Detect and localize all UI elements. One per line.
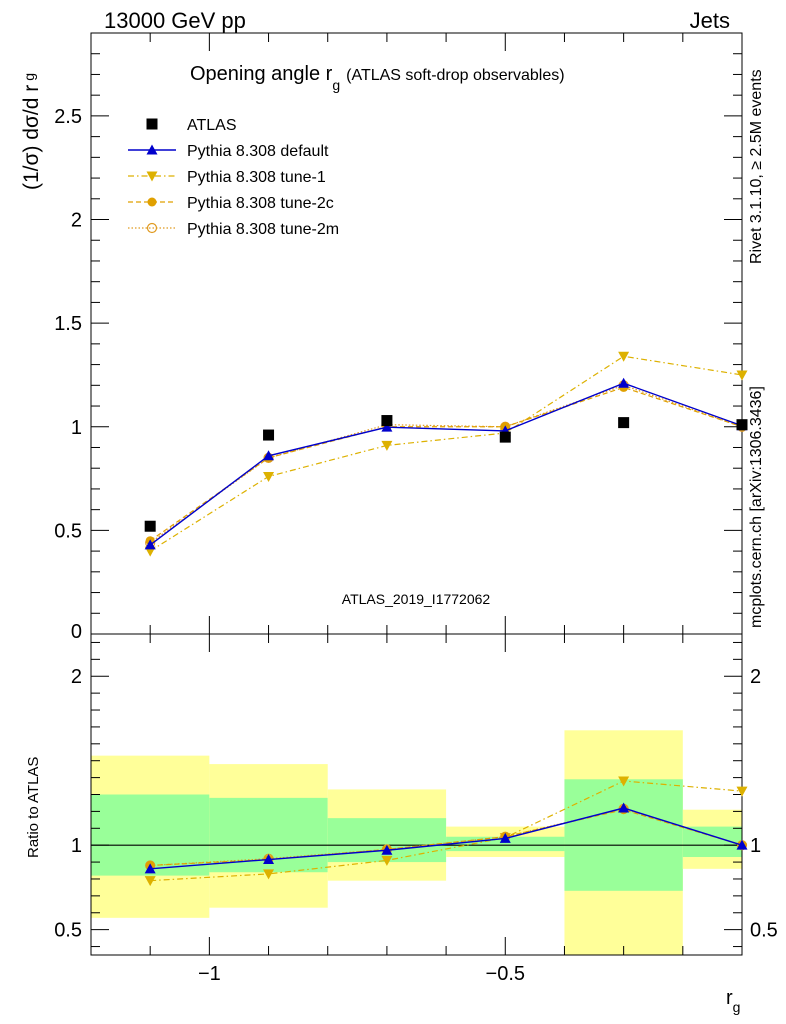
legend-marker (146, 171, 158, 182)
ratio-band-inner (564, 779, 683, 891)
top-ytick-label: 0.5 (54, 520, 82, 542)
top-line-default (149, 382, 743, 546)
top-series-tune2m (145, 380, 748, 548)
top-ytick-label: 2.5 (54, 106, 82, 128)
axis-ticks (90, 33, 743, 955)
legend-marker (146, 118, 158, 130)
top-ytick-label: 2 (71, 210, 82, 232)
side-label-mcplots: mcplots.cern.ch [arXiv:1306.3436] (748, 386, 765, 628)
top-ytick-label: 1.5 (54, 313, 82, 335)
ratio-series-default (144, 802, 748, 874)
watermark: ATLAS_2019_I1772062 (342, 591, 491, 607)
ratio-ytick-label: 2 (71, 666, 82, 688)
xlabel-subscript: g (733, 999, 741, 1015)
top-point-data (263, 429, 275, 441)
ratio-line-tune1 (150, 780, 743, 882)
top-point-tune1 (381, 440, 393, 451)
ratio-series-tune1 (144, 776, 748, 887)
ratio-ytick-label-right: 1 (750, 835, 761, 857)
chart-marks: 0.5 1 1.5 2 2.5 0 0.5 0.5 1 1 2 2 −1 −0.5 ATLAS Pythia … (54, 32, 778, 985)
legend: ATLAS Pythia 8.308 default Pythia 8.308 tu… (128, 117, 339, 238)
top-series-default (144, 377, 748, 550)
top-ytick-label-zero: 0 (71, 621, 82, 643)
top-point-data (381, 415, 393, 427)
ratio-line-tune2m (150, 808, 743, 867)
xtick-label: −1 (198, 963, 221, 985)
top-point-default (263, 450, 275, 461)
top-line-tune2m (149, 384, 743, 544)
legend-label: Pythia 8.308 tune-1 (187, 169, 326, 186)
legend-label: Pythia 8.308 tune-2c (187, 195, 334, 212)
ratio-point-default (736, 839, 748, 850)
ratio-point-default (263, 854, 275, 865)
top-point-data (499, 431, 511, 443)
ratio-point-default (499, 832, 511, 843)
top-point-data (736, 419, 748, 431)
ratio-point-tune1 (381, 855, 393, 866)
legend-label: Pythia 8.308 default (187, 143, 329, 160)
legend-marker (146, 144, 158, 155)
xlabel-text: r (726, 987, 733, 1009)
top-series-tune1 (144, 351, 748, 557)
legend-item-tune1: Pythia 8.308 tune-1 (128, 169, 326, 186)
top-point-data (144, 520, 156, 532)
ratio-point-default (618, 802, 630, 813)
header-left: 13000 GeV pp (104, 8, 246, 33)
top-point-tune1 (618, 351, 630, 362)
top-line-tune2c (149, 386, 743, 542)
legend-label: ATLAS (187, 117, 237, 134)
legend-item-default: Pythia 8.308 default (128, 143, 329, 160)
xtick-label: −0.5 (486, 963, 525, 985)
ratio-point-default (144, 863, 156, 874)
ratio-ytick-label: 1 (71, 835, 82, 857)
ratio-point-tune1 (144, 876, 156, 887)
ratio-band-inner (327, 818, 447, 863)
top-ylabel: (1/σ) dσ/d r g (20, 73, 43, 190)
top-ytick-label: 1 (71, 417, 82, 439)
top-ylabel-text: (1/σ) dσ/d r (20, 85, 43, 190)
top-ylabel-subscript: g (21, 73, 37, 81)
legend-item-data: ATLAS (146, 117, 237, 134)
ratio-ytick-label-right: 0.5 (750, 920, 778, 942)
top-point-tune1 (263, 471, 275, 482)
main-title-subscript: g (332, 77, 340, 93)
top-series-data (144, 415, 748, 532)
top-point-default (618, 377, 630, 388)
legend-marker (146, 222, 158, 234)
ratio-point-tune1 (263, 869, 275, 880)
legend-item-tune2c: Pythia 8.308 tune-2c (128, 195, 334, 212)
ratio-bands (91, 730, 742, 955)
legend-marker (147, 197, 157, 207)
main-title-text: Opening angle r (190, 63, 333, 85)
top-point-data (618, 417, 630, 429)
ratio-ytick-label: 0.5 (54, 920, 82, 942)
ratio-ytick-label-right: 2 (750, 666, 761, 688)
ratio-point-tune1 (736, 786, 748, 797)
main-title: Opening angle rg (ATLAS soft-drop observa… (190, 63, 565, 93)
header-right: Jets (690, 8, 730, 33)
ratio-line-default (150, 807, 743, 870)
xlabel: rg (726, 987, 740, 1015)
top-point-default (144, 539, 156, 550)
top-line-tune1 (149, 355, 743, 552)
top-point-tune1 (736, 370, 748, 381)
legend-label: Pythia 8.308 tune-2m (187, 221, 339, 238)
ratio-ylabel: Ratio to ATLAS (25, 757, 42, 858)
top-point-default (381, 421, 393, 432)
legend-item-tune2m: Pythia 8.308 tune-2m (128, 221, 339, 238)
main-title-rest: (ATLAS soft-drop observables) (346, 67, 564, 84)
side-label-rivet: Rivet 3.1.10, ≥ 2.5M events (748, 69, 765, 264)
ratio-point-default (381, 844, 393, 855)
top-series-tune2c (145, 382, 747, 546)
ratio-point-tune1 (618, 776, 630, 787)
